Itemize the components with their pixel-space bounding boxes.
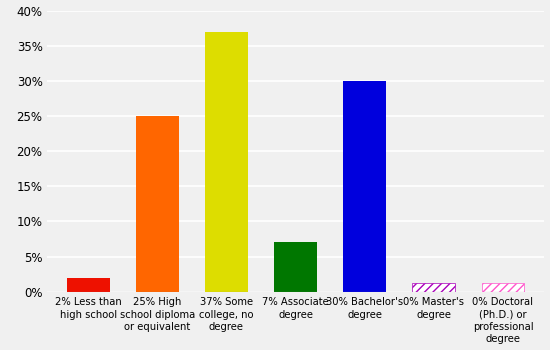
Bar xyxy=(274,243,317,292)
Bar xyxy=(136,116,179,292)
Bar xyxy=(482,283,524,292)
Bar xyxy=(205,32,248,292)
Bar xyxy=(412,283,455,292)
Bar xyxy=(343,81,386,292)
Bar xyxy=(67,278,109,292)
